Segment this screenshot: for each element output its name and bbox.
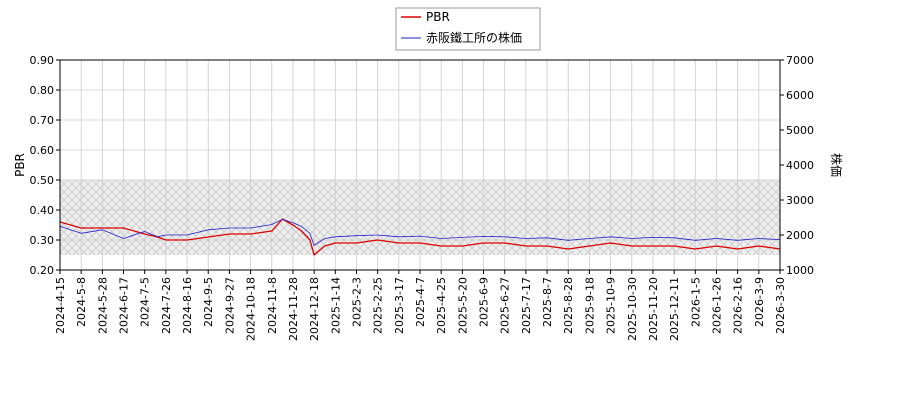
right-tick-label: 5000 (786, 124, 814, 137)
x-tick-label: 2025-5-20 (456, 277, 469, 334)
left-tick-label: 0.20 (30, 264, 55, 277)
x-tick-label: 2025-4-25 (435, 277, 448, 334)
x-tick-label: 2025-10-9 (605, 277, 618, 334)
legend: PBR 赤阪鐵工所の株価 (395, 7, 541, 51)
x-tick-label: 2025-2-3 (350, 277, 363, 327)
x-tick-label: 2024-7-26 (160, 277, 173, 334)
right-tick-label: 6000 (786, 89, 814, 102)
x-tick-label: 2026-1-5 (689, 277, 702, 327)
right-tick-label: 7000 (786, 54, 814, 67)
series-line-pbr (60, 218, 780, 256)
x-tick-label: 2026-1-26 (710, 277, 723, 334)
x-tick-label: 2025-4-7 (414, 277, 427, 327)
series-line-price (60, 218, 780, 246)
x-tick-label: 2025-3-17 (393, 277, 406, 334)
x-tick-label: 2024-5-28 (96, 277, 109, 334)
legend-label-pbr: PBR (426, 10, 450, 24)
x-tick-label: 2024-11-28 (287, 277, 300, 341)
x-tick-label: 2025-8-7 (541, 277, 554, 327)
x-tick-label: 2025-2-25 (372, 277, 385, 334)
left-tick-label: 0.80 (30, 84, 55, 97)
x-tick-label: 2026-3-30 (774, 277, 787, 334)
x-tick-label: 2024-12-18 (308, 277, 321, 341)
x-tick-label: 2025-9-18 (583, 277, 596, 334)
right-axis: 1000 2000 3000 4000 5000 6000 7000 (780, 54, 814, 277)
x-tick-label: 2026-2-16 (732, 277, 745, 334)
right-axis-label: 株価 (829, 153, 844, 177)
x-tick-label: 2024-9-5 (202, 277, 215, 327)
x-tick-label: 2025-7-17 (520, 277, 533, 334)
x-tick-label: 2025-1-14 (329, 277, 342, 334)
right-tick-label: 4000 (786, 159, 814, 172)
legend-label-price: 赤阪鐵工所の株価 (426, 30, 522, 45)
x-axis: 2024-4-15 2024-5-8 2024-5-28 2024-6-17 2024-… (54, 270, 787, 341)
right-tick-label: 2000 (786, 229, 814, 242)
x-tick-label: 2024-11-8 (266, 277, 279, 334)
left-tick-label: 0.60 (30, 144, 55, 157)
x-tick-label: 2025-11-20 (647, 277, 660, 341)
x-tick-label: 2025-6-27 (499, 277, 512, 334)
x-tick-label: 2024-6-17 (118, 277, 131, 334)
x-tick-label: 2025-12-11 (668, 277, 681, 341)
x-tick-label: 2025-8-28 (562, 277, 575, 334)
x-tick-label: 2024-8-16 (181, 277, 194, 334)
left-axis-label: PBR (13, 153, 27, 177)
x-tick-label: 2024-10-18 (245, 277, 258, 341)
legend-box (395, 7, 541, 51)
left-tick-label: 0.50 (30, 174, 55, 187)
series-layer (60, 218, 780, 256)
right-tick-label: 1000 (786, 264, 814, 277)
left-tick-label: 0.90 (30, 54, 55, 67)
right-tick-label: 3000 (786, 194, 814, 207)
x-tick-label: 2025-10-30 (626, 277, 639, 341)
x-tick-label: 2026-3-9 (753, 277, 766, 327)
x-tick-label: 2024-5-8 (75, 277, 88, 327)
x-tick-label: 2025-6-9 (478, 277, 491, 327)
left-axis: 0.20 0.30 0.40 0.50 0.60 0.70 0.80 0.90 (30, 54, 60, 277)
x-tick-label: 2024-9-27 (223, 277, 236, 334)
left-tick-label: 0.40 (30, 204, 55, 217)
x-tick-label: 2024-4-15 (54, 277, 67, 334)
left-tick-label: 0.30 (30, 234, 55, 247)
x-tick-label: 2024-7-5 (139, 277, 152, 327)
left-tick-label: 0.70 (30, 114, 55, 127)
